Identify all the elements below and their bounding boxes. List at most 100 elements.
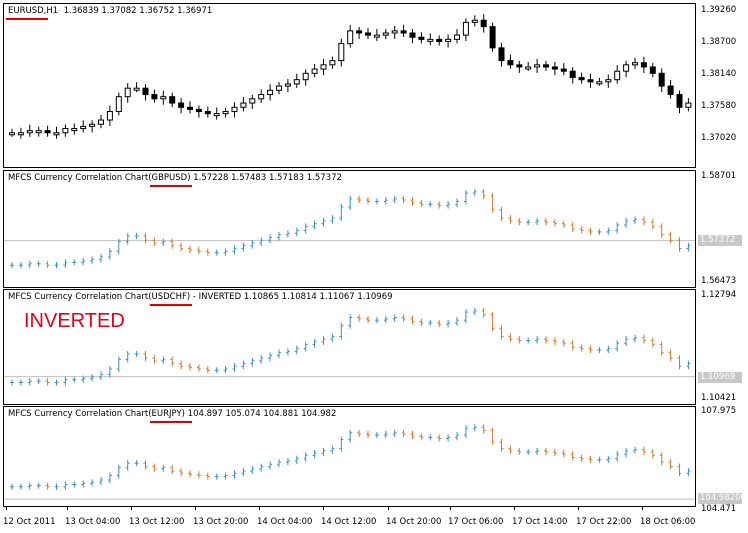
candle-body (178, 102, 185, 108)
candle-body (249, 98, 256, 104)
correlation-pane-usdchf[interactable]: MFCS Currency Correlation Chart(USDCHF) … (3, 289, 696, 405)
candle-body (347, 30, 354, 45)
candle-body (578, 77, 585, 81)
price-label: 1.39260 (701, 5, 737, 15)
candle-body (222, 111, 229, 115)
candle-body (62, 128, 69, 134)
candle-body (276, 85, 282, 91)
time-label: 14 Oct 04:00 (257, 517, 313, 527)
candle-body (365, 32, 371, 36)
symbol-underline (6, 18, 48, 20)
price-label: 104.471 (701, 504, 737, 514)
candle-body (534, 64, 541, 68)
correlation-pane-eurjpy[interactable]: MFCS Currency Correlation Chart(EURJPY) … (3, 406, 696, 507)
price-label: 107.975 (701, 406, 737, 416)
time-tick (67, 506, 68, 510)
candlestick-series (9, 14, 692, 139)
bar-series (4, 188, 695, 269)
candle-body (614, 70, 621, 81)
pane-title: MFCS Currency Correlation Chart(EURJPY) … (8, 409, 337, 419)
candle-body (293, 79, 300, 85)
current-price-tag: 104.98200 (698, 493, 746, 504)
symbol-underline (150, 185, 192, 187)
candle-body (231, 106, 238, 113)
candle-body (115, 96, 122, 113)
candle-body (133, 87, 140, 91)
price-label: 1.10421 (701, 393, 737, 403)
candle-body (489, 26, 496, 49)
time-tick (6, 506, 7, 510)
main-chart-pane[interactable]: EURUSD,H1 1.36839 1.37082 1.36752 1.3697… (3, 3, 696, 168)
time-label: 13 Oct 04:00 (65, 517, 121, 527)
candle-body (623, 64, 630, 72)
time-tick (195, 506, 196, 510)
candle-body (160, 96, 167, 100)
candle-body (311, 68, 318, 74)
candle-body (507, 60, 514, 66)
pane-title: MFCS Currency Correlation Chart(USDCHF) … (8, 292, 393, 302)
candle-body (569, 70, 576, 79)
candle-body (427, 38, 434, 42)
candle-body (560, 68, 567, 72)
candle-body (151, 94, 158, 100)
time-tick (259, 506, 260, 510)
candle-body (320, 64, 327, 70)
candle-body (587, 79, 594, 83)
time-label: 17 Oct 14:00 (512, 517, 568, 527)
time-tick (450, 506, 451, 510)
candle-body (80, 125, 87, 130)
time-axis: 12 Oct 2011 13 Oct 04:00 13 Oct 12:00 13… (3, 506, 696, 533)
candle-body (498, 47, 505, 62)
candle-body (35, 130, 42, 134)
time-label: 13 Oct 20:00 (193, 517, 249, 527)
price-label: 1.37580 (701, 101, 737, 111)
correlation-pane-gbpusd[interactable]: MFCS Currency Correlation Chart(GBPUSD) … (3, 170, 696, 288)
candle-body (418, 36, 425, 40)
candle-body (89, 123, 96, 127)
candle-body (258, 94, 265, 100)
candle-body (195, 108, 202, 113)
symbol-underline (150, 304, 192, 306)
candle-body (142, 87, 149, 96)
candle-body (525, 66, 532, 70)
candle-body (436, 38, 443, 42)
inverted-annotation: INVERTED (24, 310, 125, 332)
candle-body (649, 66, 656, 74)
candle-body (267, 89, 274, 96)
candle-body (516, 64, 523, 68)
candle-body (356, 30, 363, 34)
candle-body (445, 38, 452, 42)
price-label: 1.38140 (701, 69, 737, 79)
candle-body (124, 87, 131, 98)
candle-body (98, 119, 104, 125)
price-label: 1.56473 (701, 276, 737, 286)
candle-body (338, 43, 345, 62)
candle-body (685, 102, 692, 108)
time-label: 17 Oct 06:00 (448, 517, 504, 527)
candle-body (9, 132, 15, 136)
candle-body (632, 62, 638, 66)
candle-body (543, 64, 549, 68)
current-price-tag: 1.10969 (698, 372, 742, 383)
price-label: 1.38700 (701, 37, 737, 47)
candle-body (17, 132, 24, 136)
time-tick (642, 506, 643, 510)
candle-body (667, 85, 674, 96)
candle-body (676, 94, 683, 108)
candle-body (329, 60, 336, 66)
candle-body (382, 32, 389, 36)
time-label: 17 Oct 22:00 (576, 517, 632, 527)
candle-body (44, 130, 51, 134)
candle-body (551, 66, 558, 70)
pane-title: MFCS Currency Correlation Chart(GBPUSD) … (8, 173, 342, 183)
candle-body (605, 79, 612, 83)
candle-body (409, 32, 416, 38)
time-label: 14 Oct 12:00 (321, 517, 377, 527)
price-label: 1.37020 (701, 133, 737, 143)
candle-body (169, 96, 176, 104)
candle-body (53, 132, 60, 136)
time-label: 14 Oct 20:00 (386, 517, 442, 527)
time-label: 13 Oct 12:00 (129, 517, 185, 527)
candle-body (204, 111, 211, 115)
candle-body (640, 62, 647, 68)
